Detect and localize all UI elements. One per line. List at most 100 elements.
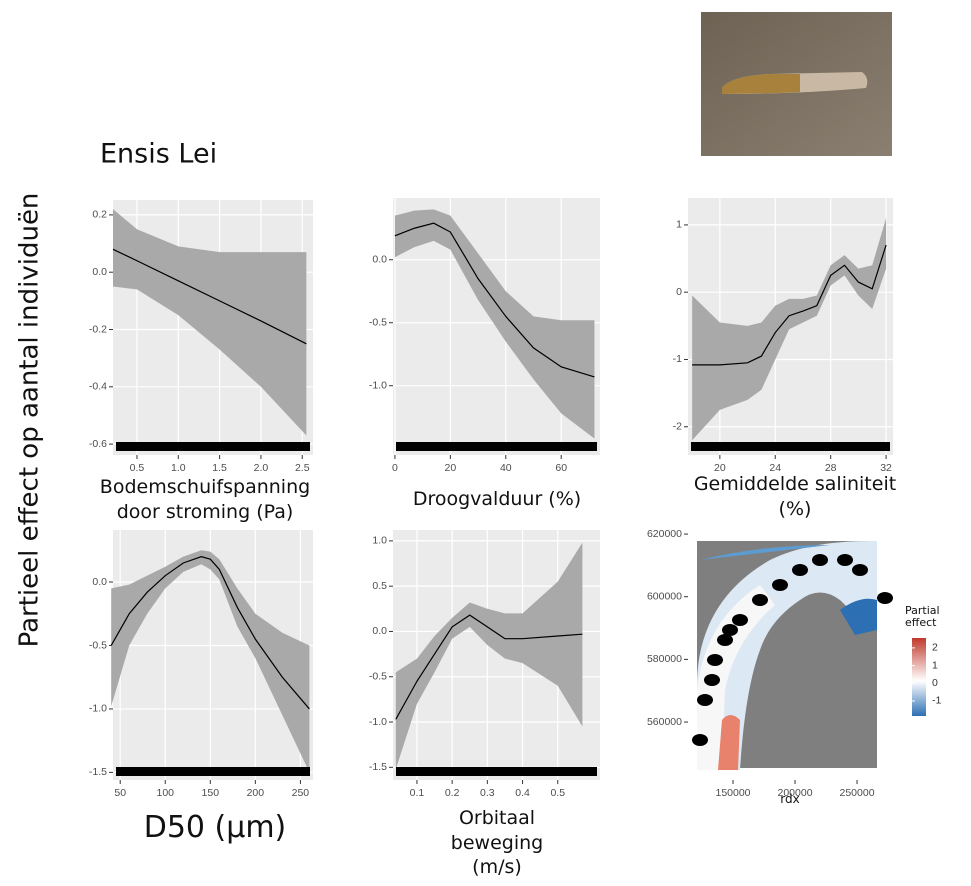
observation-cluster [717, 634, 733, 646]
rug [691, 442, 890, 451]
x-tick-label: 60 [555, 462, 567, 474]
observation-cluster [877, 592, 893, 604]
y-tick-label: -1.5 [369, 761, 387, 773]
legend-tick-label: 1 [932, 659, 938, 671]
y-tick-label: 0.0 [92, 576, 107, 588]
x-tick-label: 250 [292, 787, 310, 799]
confidence-band [113, 209, 307, 436]
y-tick-label: 0.2 [92, 209, 107, 221]
y-tick-label: -0.5 [89, 639, 107, 651]
x-tick-label: 50 [114, 787, 126, 799]
observation-cluster [704, 674, 720, 686]
x-axis-title: Droogvalduur (%) [412, 488, 582, 510]
effect-surface [840, 598, 877, 635]
y-tick-label: 600000 [647, 591, 682, 603]
x-tick-label: 2.0 [254, 462, 269, 474]
effect-line [110, 556, 310, 710]
x-tick-label: 0.4 [515, 787, 530, 799]
y-tick-label: 580000 [647, 653, 682, 665]
confidence-band [111, 550, 310, 773]
y-tick-label: -1 [673, 353, 682, 365]
x-tick-label: 0.2 [445, 787, 460, 799]
x-tick-label: 20 [445, 462, 457, 474]
y-tick-label: -2 [673, 421, 682, 433]
page-title: Ensis Lei [100, 139, 217, 170]
y-tick-label: -1.0 [89, 703, 107, 715]
y-tick-label: -1.5 [89, 766, 107, 778]
y-tick-label: 0.0 [372, 625, 387, 637]
effect-surface [697, 540, 877, 770]
x-tick-label: 1.5 [212, 462, 227, 474]
rug [116, 442, 310, 451]
x-tick-label: 24 [769, 462, 781, 474]
y-tick-label: 0.5 [372, 580, 387, 592]
y-tick-label: 0.0 [92, 266, 107, 278]
legend-tick-label: 0 [932, 677, 938, 689]
x-tick-label: 150 [202, 787, 220, 799]
photo [701, 12, 892, 156]
x-tick-label: 0.3 [480, 787, 495, 799]
observation-cluster [812, 554, 828, 566]
observation-cluster [707, 654, 723, 666]
rug [116, 767, 310, 776]
rug [396, 767, 597, 776]
colorbar [912, 638, 926, 716]
x-tick-label: 0.1 [410, 787, 425, 799]
y-tick-label: -1.0 [369, 379, 387, 391]
x-tick-label: 200000 [778, 787, 813, 799]
x-tick-label: 40 [500, 462, 512, 474]
y-tick-label: 620000 [647, 528, 682, 540]
y-tick-label: -0.5 [369, 671, 387, 683]
x-tick-label: 250000 [840, 787, 875, 799]
x-axis-title: Orbitaal beweging (m/s) [450, 807, 544, 879]
observation-cluster [772, 579, 788, 591]
y-tick-label: 0.0 [372, 254, 387, 266]
x-axis-title: Bodemschuifspanning door stroming (Pa) [99, 476, 311, 523]
legend-title: Partial effect [905, 604, 940, 630]
y-tick-label: -0.2 [89, 323, 107, 335]
effect-surface [700, 545, 830, 560]
observation-cluster [722, 624, 738, 636]
y-tick-label: -0.4 [89, 381, 107, 393]
effect-line [692, 244, 887, 366]
observation-cluster [792, 564, 808, 576]
x-tick-label: 200 [247, 787, 265, 799]
observation-cluster [752, 594, 768, 606]
y-tick-label: -0.6 [89, 438, 107, 450]
observation-cluster [852, 564, 868, 576]
confidence-band [692, 218, 887, 441]
x-tick-label: 0.5 [550, 787, 565, 799]
confidence-band [394, 209, 595, 439]
effect-line [395, 614, 583, 720]
x-tick-label: 150000 [715, 787, 750, 799]
x-tick-label: 1.0 [171, 462, 186, 474]
x-tick-label: 2.5 [295, 462, 310, 474]
rug [396, 442, 597, 451]
y-tick-label: 560000 [647, 716, 682, 728]
x-tick-label: 28 [825, 462, 837, 474]
y-tick-label: 1 [676, 219, 682, 231]
y-tick-label: -1.0 [369, 716, 387, 728]
observation-cluster [697, 694, 713, 706]
x-axis-title: Gemiddelde saliniteit (%) [693, 473, 897, 520]
legend-tick-label: -1 [932, 695, 941, 707]
y-tick-label: 0 [676, 286, 682, 298]
x-axis-title: rdx [780, 792, 800, 806]
x-tick-label: 20 [714, 462, 726, 474]
effect-line [394, 222, 595, 378]
effect-line [112, 248, 307, 345]
x-tick-label: 100 [156, 787, 174, 799]
y-axis-title: Partieel effect op aantal individuën [15, 193, 45, 648]
legend-tick-label: 2 [932, 642, 938, 654]
observation-cluster [837, 554, 853, 566]
x-axis-title: D50 (µm) [143, 810, 287, 845]
observation-cluster [692, 734, 708, 746]
effect-surface [697, 585, 775, 770]
x-tick-label: 0 [392, 462, 398, 474]
y-tick-label: 1.0 [372, 535, 387, 547]
y-tick-label: -0.5 [369, 317, 387, 329]
observation-cluster [732, 614, 748, 626]
x-tick-label: 0.5 [130, 462, 145, 474]
